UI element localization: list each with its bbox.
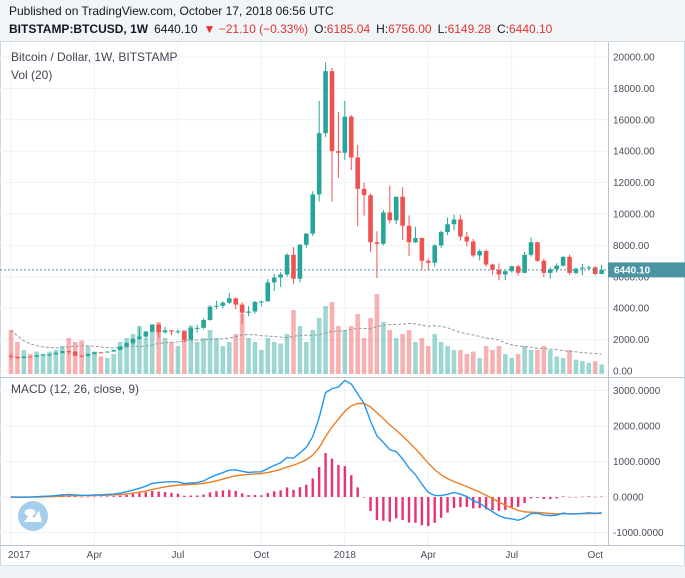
ohlc-open: O:6185.04 [314,21,370,38]
volume-ma-line [10,322,602,355]
svg-text:0.0000: 0.0000 [613,493,644,504]
macd-legend: MACD (12, 26, close, 9) [11,382,140,396]
volume-series[interactable] [8,294,604,374]
candlestick-series[interactable] [8,62,604,360]
svg-text:8000.00: 8000.00 [613,241,650,252]
svg-text:12000.00: 12000.00 [613,178,655,189]
ohlc-high: H:6756.00 [376,21,431,38]
svg-text:18000.00: 18000.00 [613,84,655,95]
svg-text:Oct: Oct [587,550,603,561]
published-line: Published on TradingView.com, October 17… [9,4,334,18]
macd-line [10,379,602,521]
svg-text:1000.0000: 1000.0000 [613,457,661,468]
svg-text:2018: 2018 [334,550,357,561]
pane-separators [0,42,685,546]
svg-text:Jul: Jul [172,550,185,561]
high-value: 6756.00 [388,22,432,36]
svg-text:20000.00: 20000.00 [613,53,655,64]
gridlines [0,42,608,545]
macd-axis-labels[interactable]: 3000.0000 2000.0000 1000.0000 0.0000 -1000.0… [613,386,664,539]
svg-text:3000.0000: 3000.0000 [613,386,661,397]
svg-text:2000.0000: 2000.0000 [613,422,661,433]
svg-text:6000.00: 6000.00 [613,272,650,283]
svg-text:6440.10: 6440.10 [614,266,651,277]
symbol-row: BITSTAMP:BTCUSD, 1W 6440.10 ▼ −21.10 (−0… [9,21,685,38]
low-label: L: [437,22,448,36]
svg-text:Apr: Apr [87,550,103,561]
ohlc-low: L:6149.28 [438,21,491,38]
svg-text:4000.00: 4000.00 [613,304,650,315]
svg-text:Oct: Oct [254,550,270,561]
main-legend: Bitcoin / Dollar, 1W, BITSTAMP [11,50,178,64]
macd-histogram [9,453,603,527]
footer-strip [0,565,685,578]
svg-text:-1000.0000: -1000.0000 [613,528,664,539]
close-value: 6440.10 [508,22,553,36]
time-axis-labels[interactable]: 2017 Apr Jul Oct 2018 Apr Jul Oct [8,550,603,561]
low-value: 6149.28 [447,22,491,36]
symbol-interval: BITSTAMP:BTCUSD, 1W [9,22,149,36]
open-label: O: [314,22,327,36]
tradingview-logo-icon [18,501,48,531]
price-change: ▼ −21.10 (−0.33%) [203,22,309,36]
svg-text:Apr: Apr [421,550,437,561]
svg-text:16000.00: 16000.00 [613,115,655,126]
open-value: 6185.04 [326,22,371,36]
svg-text:10000.00: 10000.00 [613,210,655,221]
svg-text:2017: 2017 [8,550,31,561]
close-label: C: [496,22,509,36]
last-price-badge: 6440.10 [608,262,685,278]
svg-text:Jul: Jul [505,550,518,561]
volume-legend: Vol (20) [11,68,53,82]
ohlc-close: C:6440.10 [497,21,552,38]
high-label: H: [376,22,389,36]
svg-text:14000.00: 14000.00 [613,147,655,158]
svg-text:0.00: 0.00 [613,367,633,378]
header-last-price: 6440.10 [154,22,198,36]
header: Published on TradingView.com, October 17… [0,0,685,42]
price-axis-labels[interactable]: 20000.00 18000.00 16000.00 14000.00 12000.00… [613,53,655,378]
tradingview-logo[interactable] [17,500,49,532]
svg-text:2000.00: 2000.00 [613,335,650,346]
